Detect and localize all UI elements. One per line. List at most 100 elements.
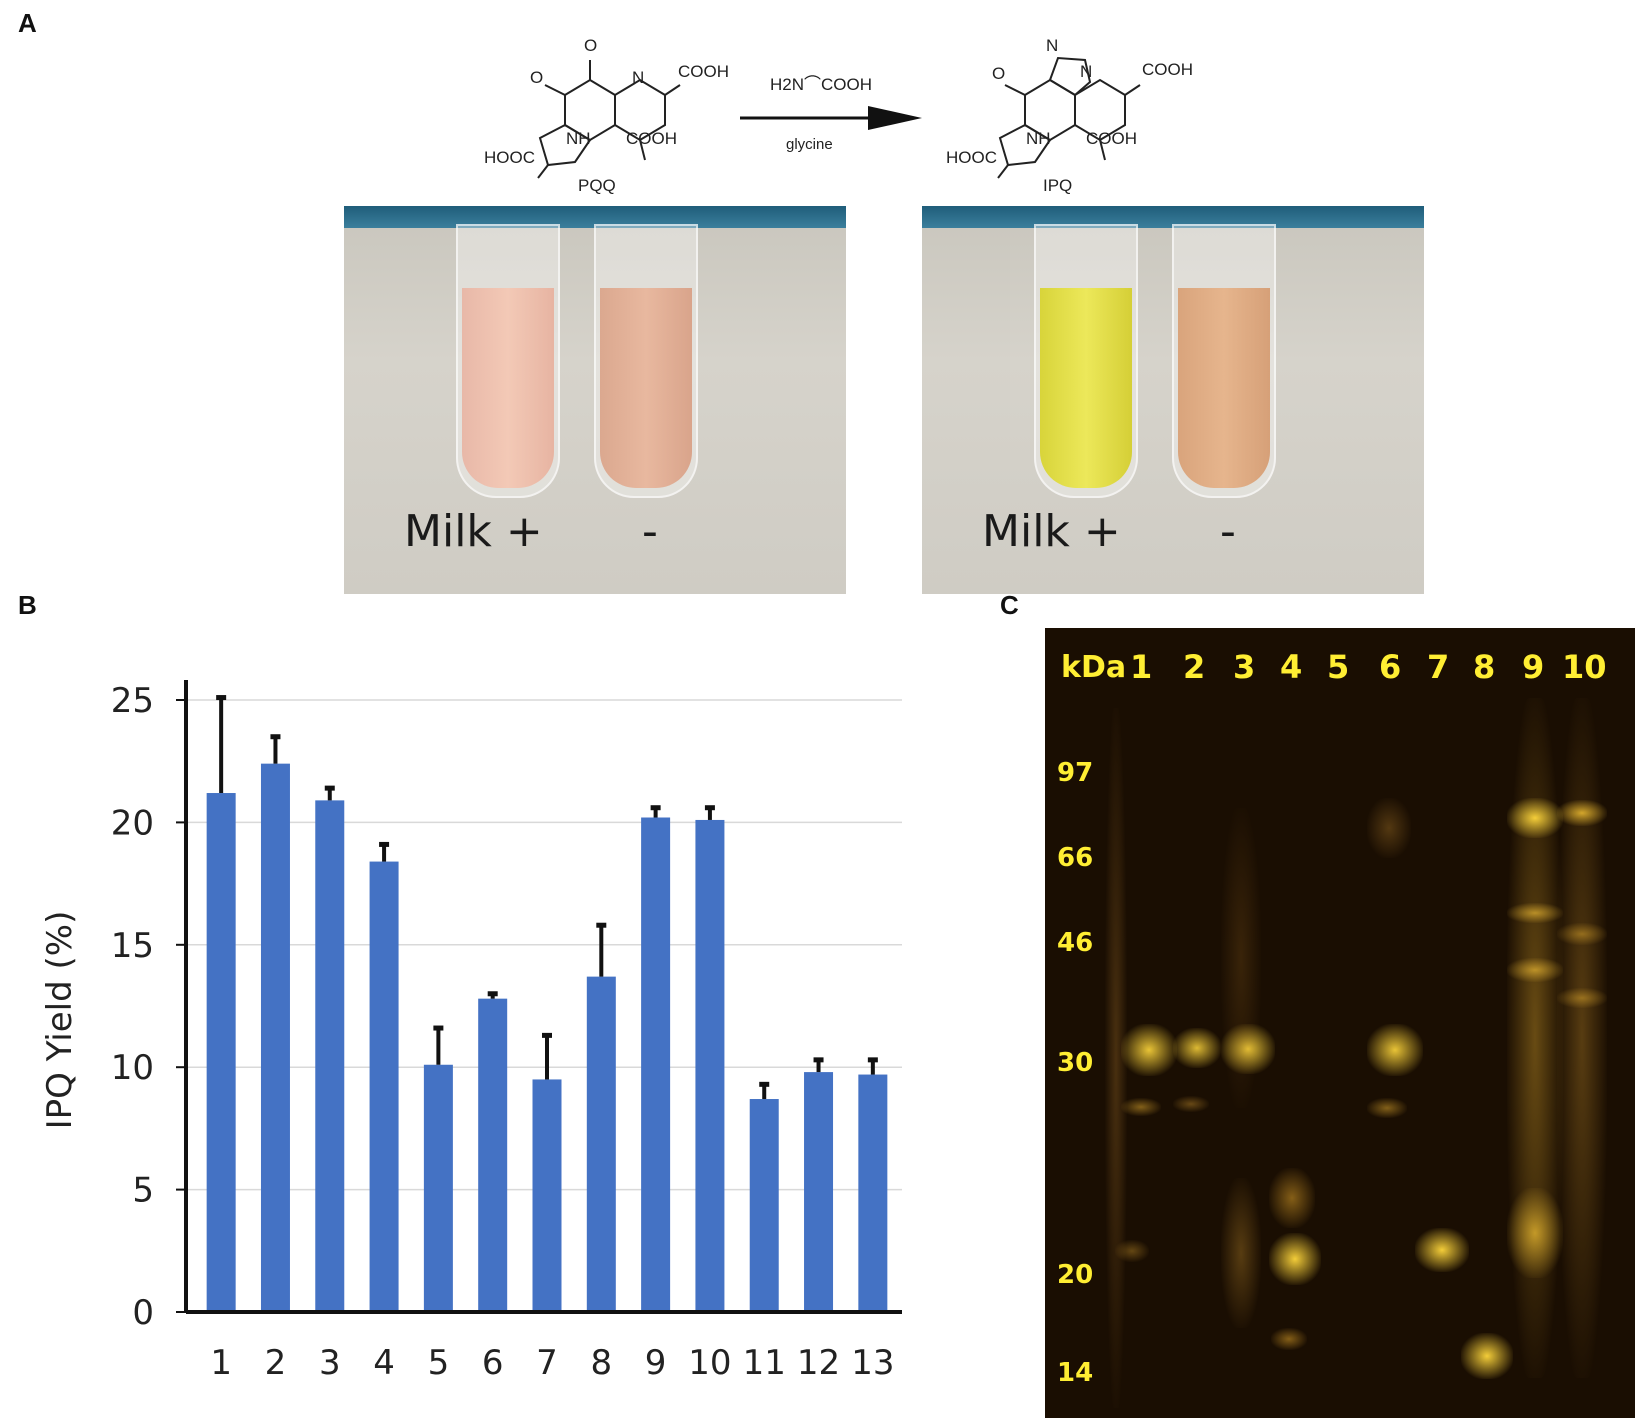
gel-band [1557, 923, 1607, 945]
atom-label: NH [1026, 129, 1051, 148]
atom-label: O [530, 68, 544, 87]
bar-10 [695, 819, 725, 1312]
x-tick-label: 1 [210, 1343, 232, 1383]
bar-5 [423, 1064, 453, 1312]
gel-band [1461, 1333, 1513, 1379]
gel-band [1221, 1178, 1261, 1328]
photo-label-minus: - [642, 506, 658, 557]
ipq-structure [997, 56, 1141, 179]
photo-pqq-tubes: Milk + - [344, 206, 846, 594]
bar-2 [260, 763, 290, 1312]
bar-13 [858, 1074, 888, 1312]
gel-band [1367, 1098, 1407, 1118]
x-tick-label: 4 [373, 1343, 395, 1383]
product-name: IPQ [1043, 176, 1073, 195]
bar-12 [804, 1072, 834, 1312]
y-tick-label: 20 [111, 803, 154, 843]
gel-lane-label: 1 [1130, 648, 1153, 686]
bar-9 [641, 817, 671, 1312]
gel-band [1269, 1233, 1321, 1285]
tube-rack [922, 206, 1424, 228]
gel-marker-label: 20 [1057, 1260, 1094, 1290]
gel-band [1221, 1024, 1275, 1074]
atom-label: N [1046, 36, 1059, 55]
bar-7 [532, 1079, 562, 1312]
gel-image: kDa 1 2 3 4 5 6 7 8 9 10 97 66 46 30 20 14 [1045, 628, 1635, 1418]
gel-lane-label: 6 [1379, 648, 1402, 686]
gel-lane-label: 3 [1233, 648, 1256, 686]
gel-band [1121, 1098, 1161, 1116]
gel-kda-label: kDa [1061, 650, 1127, 685]
x-tick-label: 11 [743, 1343, 786, 1383]
gel-marker-label: 66 [1057, 843, 1094, 873]
x-tick-label: 7 [536, 1343, 558, 1383]
reaction-scheme: O O N COOH NH COOH HOOC PQQ H2N⌒COOH gly… [480, 30, 1240, 200]
gel-band [1415, 1228, 1469, 1272]
gel-lane-label: 2 [1183, 648, 1206, 686]
gel-lane-label: 10 [1562, 648, 1607, 686]
gel-lane-label: 5 [1327, 648, 1350, 686]
gel-lane-label: 7 [1427, 648, 1450, 686]
x-tick-label: 2 [265, 1343, 287, 1383]
gel-marker-label: 46 [1057, 928, 1094, 958]
atom-label: NH [566, 129, 591, 148]
bar-chart-panel: IPQ Yield (%) 0 5 10 15 20 25 1 2 3 4 5 6 7 8 9 10 11 12 1… [0, 620, 980, 1420]
atom-label: O [992, 64, 1006, 83]
atom-label: N [1080, 62, 1093, 81]
x-tick-label: 10 [688, 1343, 731, 1383]
gel-lane-label: 4 [1280, 648, 1303, 686]
atom-label: HOOC [946, 148, 997, 167]
tube-milk-minus [1172, 224, 1276, 498]
atom-label: HOOC [484, 148, 535, 167]
gel-band [1507, 903, 1563, 923]
y-tick-label: 25 [111, 681, 154, 721]
x-tick-label: 13 [851, 1343, 894, 1383]
reagent-name: glycine [786, 136, 833, 153]
panel-label-b: B [18, 590, 37, 620]
bar-1 [206, 793, 236, 1312]
pqq-structure [537, 60, 681, 179]
gel-band [1271, 1328, 1307, 1350]
bar-8 [586, 976, 616, 1312]
gel-lane-label: 8 [1473, 648, 1496, 686]
x-tick-label: 8 [590, 1343, 612, 1383]
photo-ipq-tubes: Milk + - [922, 206, 1424, 594]
reaction-arrow [740, 106, 922, 130]
gel-band [1507, 798, 1563, 838]
y-tick-label: 0 [132, 1293, 154, 1333]
gel-band [1173, 1096, 1209, 1112]
bar-11 [749, 1099, 779, 1312]
atom-label: N [632, 68, 645, 87]
x-tick-label: 9 [645, 1343, 667, 1383]
gel-lane-label: 9 [1522, 648, 1545, 686]
gel-band [1507, 1188, 1563, 1278]
x-tick-label: 6 [482, 1343, 504, 1383]
gel-band [1367, 1024, 1423, 1076]
atom-label: O [584, 36, 598, 55]
atom-label: COOH [1142, 60, 1193, 79]
gel-band [1507, 958, 1563, 982]
atom-label: COOH [678, 62, 729, 81]
gel-marker-label: 14 [1057, 1358, 1094, 1388]
reagent-formula: H2N⌒COOH [770, 75, 873, 94]
y-tick-label: 15 [111, 926, 154, 966]
gel-band [1173, 1028, 1221, 1068]
tube-milk-plus [456, 224, 560, 498]
x-tick-label: 5 [428, 1343, 450, 1383]
gel-band [1115, 1240, 1149, 1262]
tube-milk-plus [1034, 224, 1138, 498]
y-tick-label: 10 [111, 1048, 154, 1088]
gel-band [1557, 988, 1607, 1008]
y-tick-label: 5 [132, 1171, 154, 1211]
x-tick-label: 12 [797, 1343, 840, 1383]
reactant-name: PQQ [578, 176, 616, 195]
panel-label-a: A [18, 8, 37, 38]
bar-4 [369, 861, 399, 1312]
photo-label-milk: Milk + [982, 506, 1121, 557]
gel-band [1121, 1024, 1177, 1076]
gel-band [1105, 708, 1127, 1408]
gel-band [1221, 808, 1261, 1108]
gel-band [1269, 1168, 1315, 1228]
tube-rack [344, 206, 846, 228]
